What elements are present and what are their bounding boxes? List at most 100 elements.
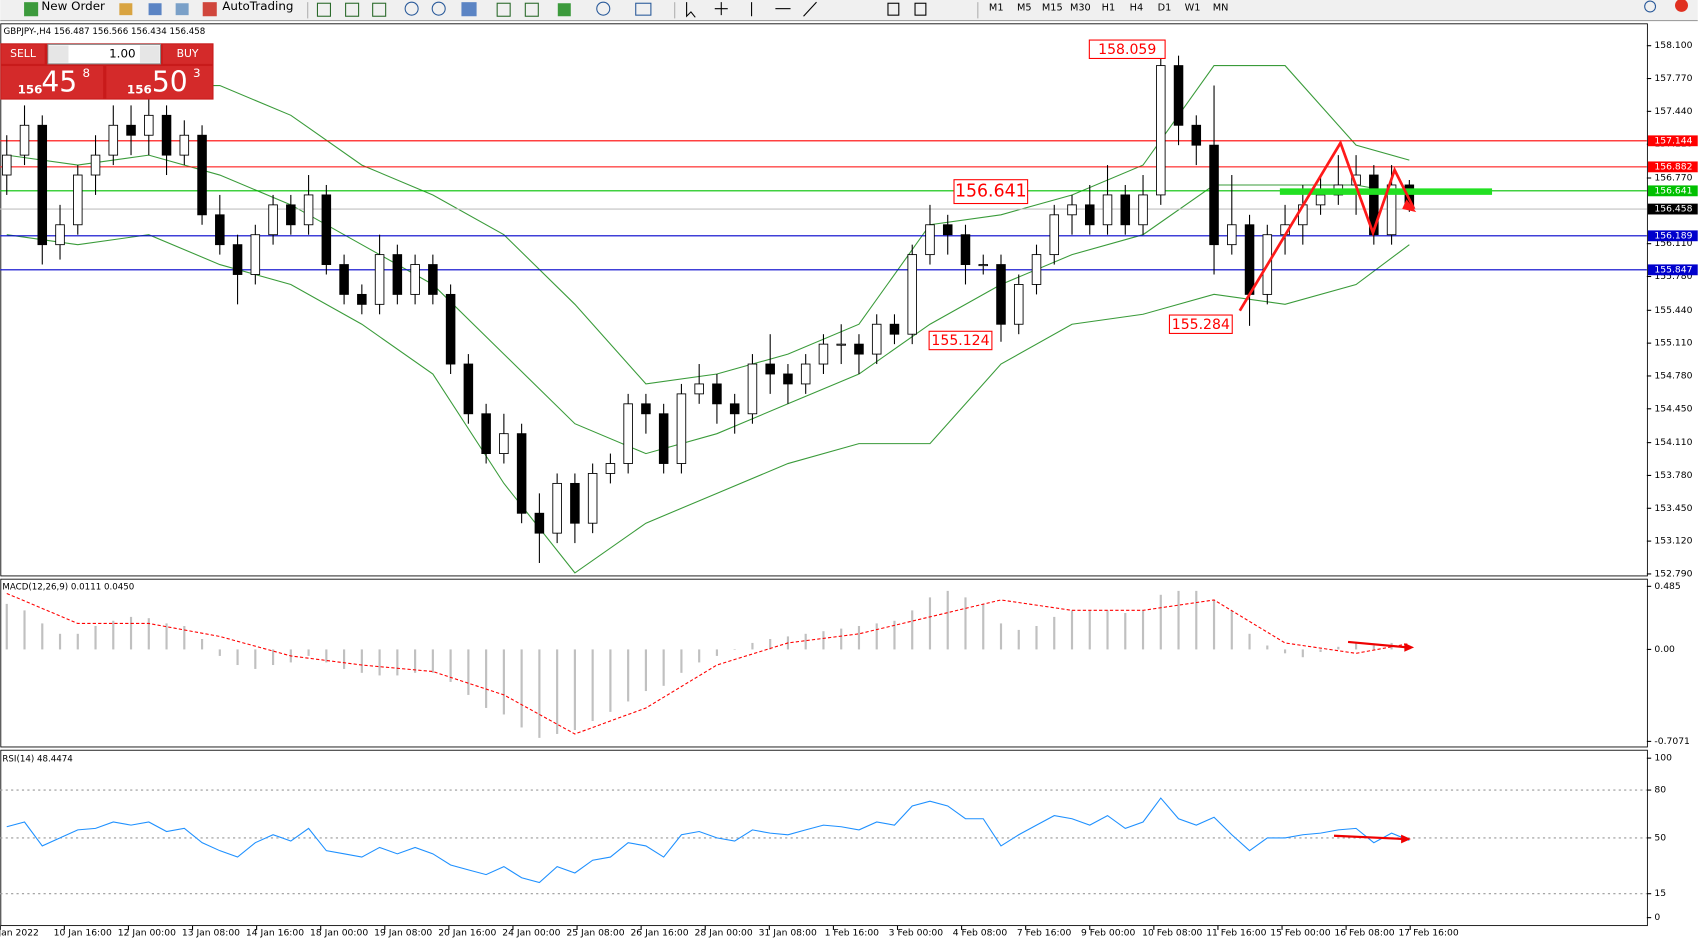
y-tick-label: 154.110: [1654, 437, 1692, 448]
candle-body: [339, 264, 349, 295]
candle-body: [694, 383, 704, 395]
macd-bar: [165, 623, 168, 650]
candle-body: [357, 293, 367, 305]
macd-bar: [431, 649, 434, 673]
new-order-icon[interactable]: [24, 2, 39, 17]
timeframe-button[interactable]: MN: [1213, 3, 1229, 14]
macd-bar: [5, 603, 8, 650]
x-tick-label: 31 Jan 08:00: [759, 928, 817, 939]
panel-frame: [0, 578, 1648, 748]
search-icon[interactable]: [1644, 0, 1657, 13]
x-tick-label: 3 Feb 00:00: [889, 928, 944, 939]
y-tick-label: 157.440: [1654, 106, 1692, 117]
ask-main[interactable]: 50: [152, 65, 188, 98]
tool-icon[interactable]: [119, 3, 133, 16]
level-label-bg: [1647, 161, 1698, 173]
timeframe-button[interactable]: H4: [1130, 3, 1144, 14]
timeframe-button[interactable]: M15: [1042, 3, 1063, 14]
candle-body: [374, 254, 385, 305]
y-tick-label: 152.790: [1654, 568, 1692, 579]
timeframe-button[interactable]: H1: [1102, 3, 1116, 14]
macd-bar: [1283, 649, 1287, 654]
x-tick-label: 10 Jan 16:00: [54, 928, 112, 939]
level-label: 155.847: [1654, 264, 1692, 275]
timeframe-button[interactable]: W1: [1185, 3, 1201, 14]
periods-icon[interactable]: [596, 1, 611, 16]
annotation: 155.284: [1172, 317, 1230, 333]
candle-body: [978, 264, 989, 267]
trade-panel: SELL 1.00 BUY 156 45 8 156 50 3: [0, 43, 214, 100]
tool-icon[interactable]: [345, 2, 360, 17]
macd-bar: [1141, 610, 1145, 650]
timeframe-button[interactable]: M5: [1017, 3, 1032, 14]
candle-body: [19, 124, 30, 156]
label-icon[interactable]: [914, 2, 927, 16]
trendline-icon[interactable]: [803, 1, 817, 17]
lots-value[interactable]: 1.00: [109, 47, 135, 61]
candle-body: [250, 234, 261, 275]
bid-main[interactable]: 45: [41, 65, 77, 98]
buy-label[interactable]: BUY: [177, 47, 199, 60]
macd-bar: [1248, 633, 1251, 650]
macd-bar: [662, 649, 665, 686]
candle-body: [1138, 194, 1148, 226]
notification-icon[interactable]: [1675, 0, 1688, 12]
y-tick-label: 155.110: [1654, 338, 1692, 349]
macd-bar: [1212, 599, 1216, 650]
toolbar: [0, 0, 1698, 21]
bid-big[interactable]: 156: [18, 82, 43, 96]
level-label-bg: [1647, 185, 1698, 197]
x-tick-label: 28 Jan 00:00: [695, 928, 753, 939]
tool-icon[interactable]: [316, 2, 331, 17]
buy-button[interactable]: [162, 44, 213, 64]
cursor-icon[interactable]: [686, 2, 696, 18]
autotrading-icon[interactable]: [202, 2, 217, 17]
indicators-icon[interactable]: [557, 3, 571, 17]
ask-small[interactable]: 3: [193, 66, 201, 80]
bid-small[interactable]: 8: [83, 66, 91, 80]
macd-bar: [112, 620, 115, 650]
y-tick-label: 158.100: [1654, 40, 1692, 51]
timeframe-button[interactable]: M1: [989, 3, 1004, 14]
macd-bar: [1106, 610, 1109, 650]
candle-body: [108, 124, 119, 156]
tool-icon[interactable]: [175, 3, 189, 16]
candle-body: [1369, 174, 1379, 236]
candle-body: [126, 124, 136, 136]
timeframe-button[interactable]: D1: [1158, 3, 1172, 14]
y-tick-label: 155.440: [1654, 305, 1692, 316]
lots-down[interactable]: [48, 45, 69, 63]
tile-icon[interactable]: [461, 2, 477, 17]
sell-button[interactable]: [1, 44, 45, 64]
tool-icon[interactable]: [148, 3, 162, 16]
zoom-out-icon[interactable]: [431, 1, 446, 16]
lots-field[interactable]: [47, 43, 162, 65]
crosshair-icon[interactable]: [714, 2, 728, 16]
bid-box[interactable]: [1, 66, 104, 99]
tool-icon[interactable]: [372, 2, 387, 17]
ask-box[interactable]: [106, 66, 213, 99]
ask-big[interactable]: 156: [127, 82, 152, 96]
macd-bar: [200, 639, 204, 650]
tool-icon[interactable]: [496, 2, 511, 17]
autotrading-button[interactable]: AutoTrading: [222, 0, 293, 13]
templates-icon[interactable]: [635, 2, 652, 16]
lots-up[interactable]: [139, 45, 160, 63]
sell-label[interactable]: SELL: [10, 47, 36, 60]
candle-body: [410, 264, 420, 295]
macd-bar: [999, 623, 1003, 650]
candle-body: [268, 204, 278, 236]
x-tick-label: 17 Feb 16:00: [1398, 928, 1458, 939]
x-tick-label: 25 Jan 08:00: [566, 928, 624, 939]
new-order-button[interactable]: New Order: [41, 0, 105, 13]
text-icon[interactable]: [887, 2, 900, 16]
macd-bar: [1195, 590, 1198, 650]
macd-bar: [360, 649, 363, 673]
macd-bar: [751, 642, 754, 650]
tool-icon[interactable]: [524, 2, 539, 17]
x-tick-label: 18 Jan 00:00: [310, 928, 368, 939]
level-label: 156.458: [1654, 204, 1692, 215]
zoom-in-icon[interactable]: [404, 1, 419, 16]
annotation-box: [1168, 314, 1233, 334]
timeframe-button[interactable]: M30: [1070, 3, 1091, 14]
